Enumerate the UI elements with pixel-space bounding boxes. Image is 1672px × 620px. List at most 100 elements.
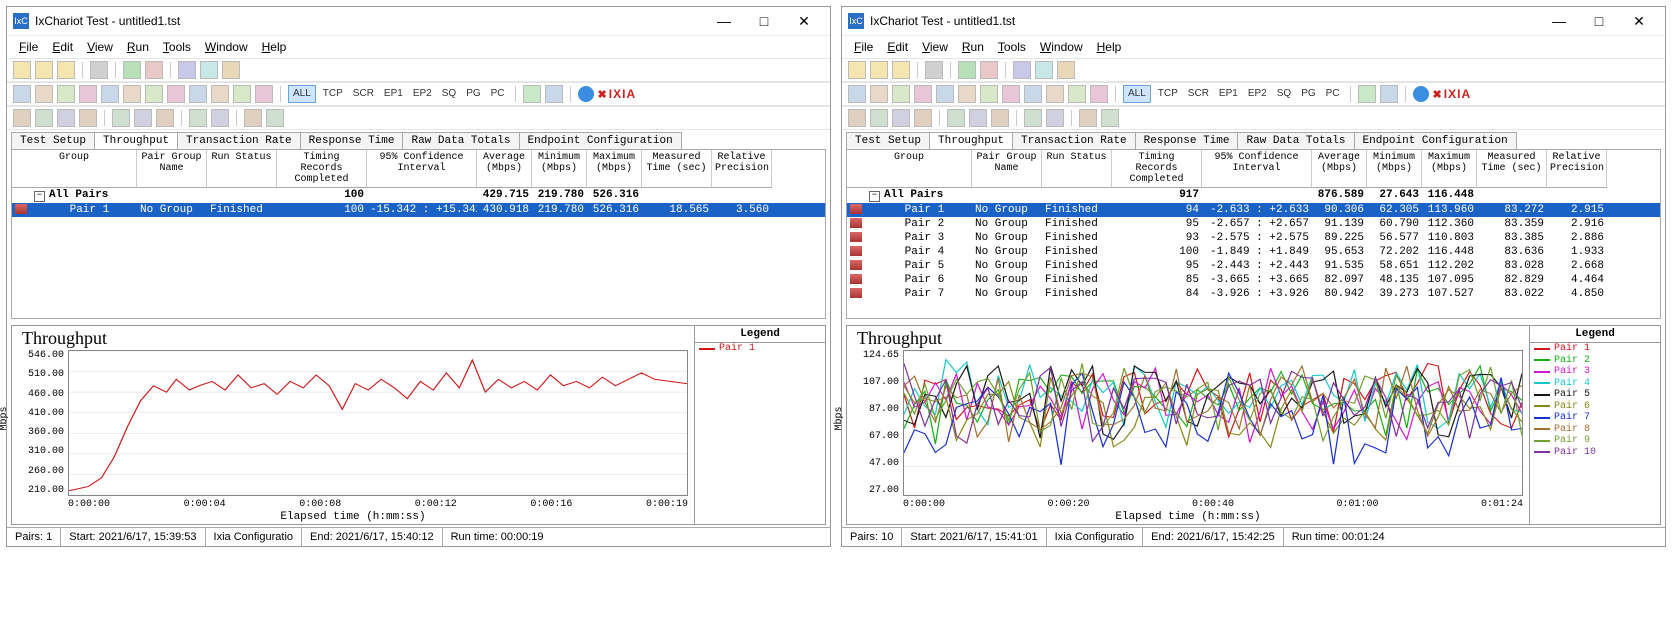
filter-scr[interactable]: SCR <box>350 86 377 102</box>
menu-help[interactable]: Help <box>1091 38 1128 56</box>
cut-icon[interactable] <box>1013 61 1031 79</box>
new-icon[interactable] <box>13 61 31 79</box>
filter-sq[interactable]: SQ <box>1274 86 1294 102</box>
menu-view[interactable]: View <box>81 38 119 56</box>
ext5-icon[interactable] <box>134 109 152 127</box>
info-icon[interactable] <box>1413 86 1429 102</box>
tab-endpoint-configuration[interactable]: Endpoint Configuration <box>1354 132 1517 149</box>
tool5-icon[interactable] <box>958 85 976 103</box>
tool0-icon[interactable] <box>848 85 866 103</box>
data-row[interactable]: Pair 2No GroupFinished95-2.657 : +2.6579… <box>847 217 1660 231</box>
copy-icon[interactable] <box>1035 61 1053 79</box>
tab-raw-data-totals[interactable]: Raw Data Totals <box>1237 132 1354 149</box>
tool2-icon[interactable] <box>57 85 75 103</box>
col-header[interactable]: Measured Time (sec) <box>642 150 712 188</box>
stop-icon[interactable] <box>980 61 998 79</box>
stop-icon[interactable] <box>145 61 163 79</box>
tool3-icon[interactable] <box>79 85 97 103</box>
col-header[interactable]: Maximum (Mbps) <box>587 150 642 188</box>
filter-all[interactable]: ALL <box>1123 85 1151 103</box>
ext1-icon[interactable] <box>35 109 53 127</box>
filter-scr[interactable]: SCR <box>1185 86 1212 102</box>
tool7-icon[interactable] <box>167 85 185 103</box>
col-header[interactable]: Minimum (Mbps) <box>532 150 587 188</box>
menu-run[interactable]: Run <box>121 38 155 56</box>
legend-item[interactable]: Pair 8 <box>1530 424 1660 436</box>
copy-icon[interactable] <box>200 61 218 79</box>
legend-item[interactable]: Pair 6 <box>1530 401 1660 413</box>
col-header[interactable]: Group <box>12 150 137 188</box>
close-button[interactable]: ✕ <box>784 10 824 32</box>
tab-endpoint-configuration[interactable]: Endpoint Configuration <box>519 132 682 149</box>
col-header[interactable]: Measured Time (sec) <box>1477 150 1547 188</box>
summary-group[interactable]: −All Pairs <box>847 188 972 203</box>
tab-raw-data-totals[interactable]: Raw Data Totals <box>402 132 519 149</box>
ext1-icon[interactable] <box>870 109 888 127</box>
print-icon[interactable] <box>90 61 108 79</box>
tool10-icon[interactable] <box>1068 85 1086 103</box>
close-button[interactable]: ✕ <box>1619 10 1659 32</box>
legend-item[interactable]: Pair 2 <box>1530 355 1660 367</box>
menu-window[interactable]: Window <box>1034 38 1089 56</box>
ext6-icon[interactable] <box>156 109 174 127</box>
menu-tools[interactable]: Tools <box>157 38 197 56</box>
filter-ep1[interactable]: EP1 <box>381 86 406 102</box>
filter-pg[interactable]: PG <box>463 86 483 102</box>
tab-transaction-rate[interactable]: Transaction Rate <box>177 132 301 149</box>
open-icon[interactable] <box>870 61 888 79</box>
col-header[interactable]: 95% Confidence Interval <box>1202 150 1312 188</box>
col-header[interactable]: Average (Mbps) <box>477 150 532 188</box>
legend-item[interactable]: Pair 4 <box>1530 378 1660 390</box>
ext2-icon[interactable] <box>892 109 910 127</box>
tab-response-time[interactable]: Response Time <box>1135 132 1239 149</box>
ext7-icon[interactable] <box>1024 109 1042 127</box>
filter-tcp[interactable]: TCP <box>1155 86 1181 102</box>
col-header[interactable]: Average (Mbps) <box>1312 150 1367 188</box>
tool8-icon[interactable] <box>1024 85 1042 103</box>
ext2-icon[interactable] <box>57 109 75 127</box>
ext4-icon[interactable] <box>947 109 965 127</box>
menu-window[interactable]: Window <box>199 38 254 56</box>
tab-response-time[interactable]: Response Time <box>300 132 404 149</box>
data-row[interactable]: Pair 1No GroupFinished100-15.342 : +15.3… <box>12 203 825 217</box>
col-header[interactable]: Relative Precision <box>712 150 772 188</box>
paste-icon[interactable] <box>1057 61 1075 79</box>
legend-item[interactable]: Pair 1 <box>695 343 825 355</box>
ext10-icon[interactable] <box>1101 109 1119 127</box>
tool0-icon[interactable] <box>13 85 31 103</box>
data-row[interactable]: Pair 3No GroupFinished93-2.575 : +2.5758… <box>847 231 1660 245</box>
tab-test-setup[interactable]: Test Setup <box>11 132 95 149</box>
tool8-icon[interactable] <box>189 85 207 103</box>
run-icon[interactable] <box>123 61 141 79</box>
col-header[interactable]: Timing Records Completed <box>277 150 367 188</box>
summary-row[interactable]: −All Pairs917876.58927.643116.448 <box>847 188 1660 203</box>
paste-icon[interactable] <box>222 61 240 79</box>
filter-pg[interactable]: PG <box>1298 86 1318 102</box>
col-header[interactable]: Minimum (Mbps) <box>1367 150 1422 188</box>
ext4-icon[interactable] <box>112 109 130 127</box>
menu-file[interactable]: File <box>848 38 879 56</box>
legend-item[interactable]: Pair 7 <box>1530 412 1660 424</box>
tool5-icon[interactable] <box>123 85 141 103</box>
tab-throughput[interactable]: Throughput <box>94 132 178 149</box>
tool4-icon[interactable] <box>936 85 954 103</box>
filter-tcp[interactable]: TCP <box>320 86 346 102</box>
legend-item[interactable]: Pair 10 <box>1530 447 1660 459</box>
data-row[interactable]: Pair 5No GroupFinished95-2.443 : +2.4439… <box>847 259 1660 273</box>
ext6-icon[interactable] <box>991 109 1009 127</box>
legend-item[interactable]: Pair 5 <box>1530 389 1660 401</box>
ext5-icon[interactable] <box>969 109 987 127</box>
info-icon[interactable] <box>578 86 594 102</box>
menu-view[interactable]: View <box>916 38 954 56</box>
opt1-icon[interactable] <box>1358 85 1376 103</box>
ext0-icon[interactable] <box>848 109 866 127</box>
ext0-icon[interactable] <box>13 109 31 127</box>
ext7-icon[interactable] <box>189 109 207 127</box>
tool4-icon[interactable] <box>101 85 119 103</box>
menu-file[interactable]: File <box>13 38 44 56</box>
data-row[interactable]: Pair 1No GroupFinished94-2.633 : +2.6339… <box>847 203 1660 217</box>
cut-icon[interactable] <box>178 61 196 79</box>
data-row[interactable]: Pair 7No GroupFinished84-3.926 : +3.9268… <box>847 287 1660 301</box>
col-header[interactable]: Run Status <box>1042 150 1112 188</box>
data-row[interactable]: Pair 6No GroupFinished85-3.665 : +3.6658… <box>847 273 1660 287</box>
